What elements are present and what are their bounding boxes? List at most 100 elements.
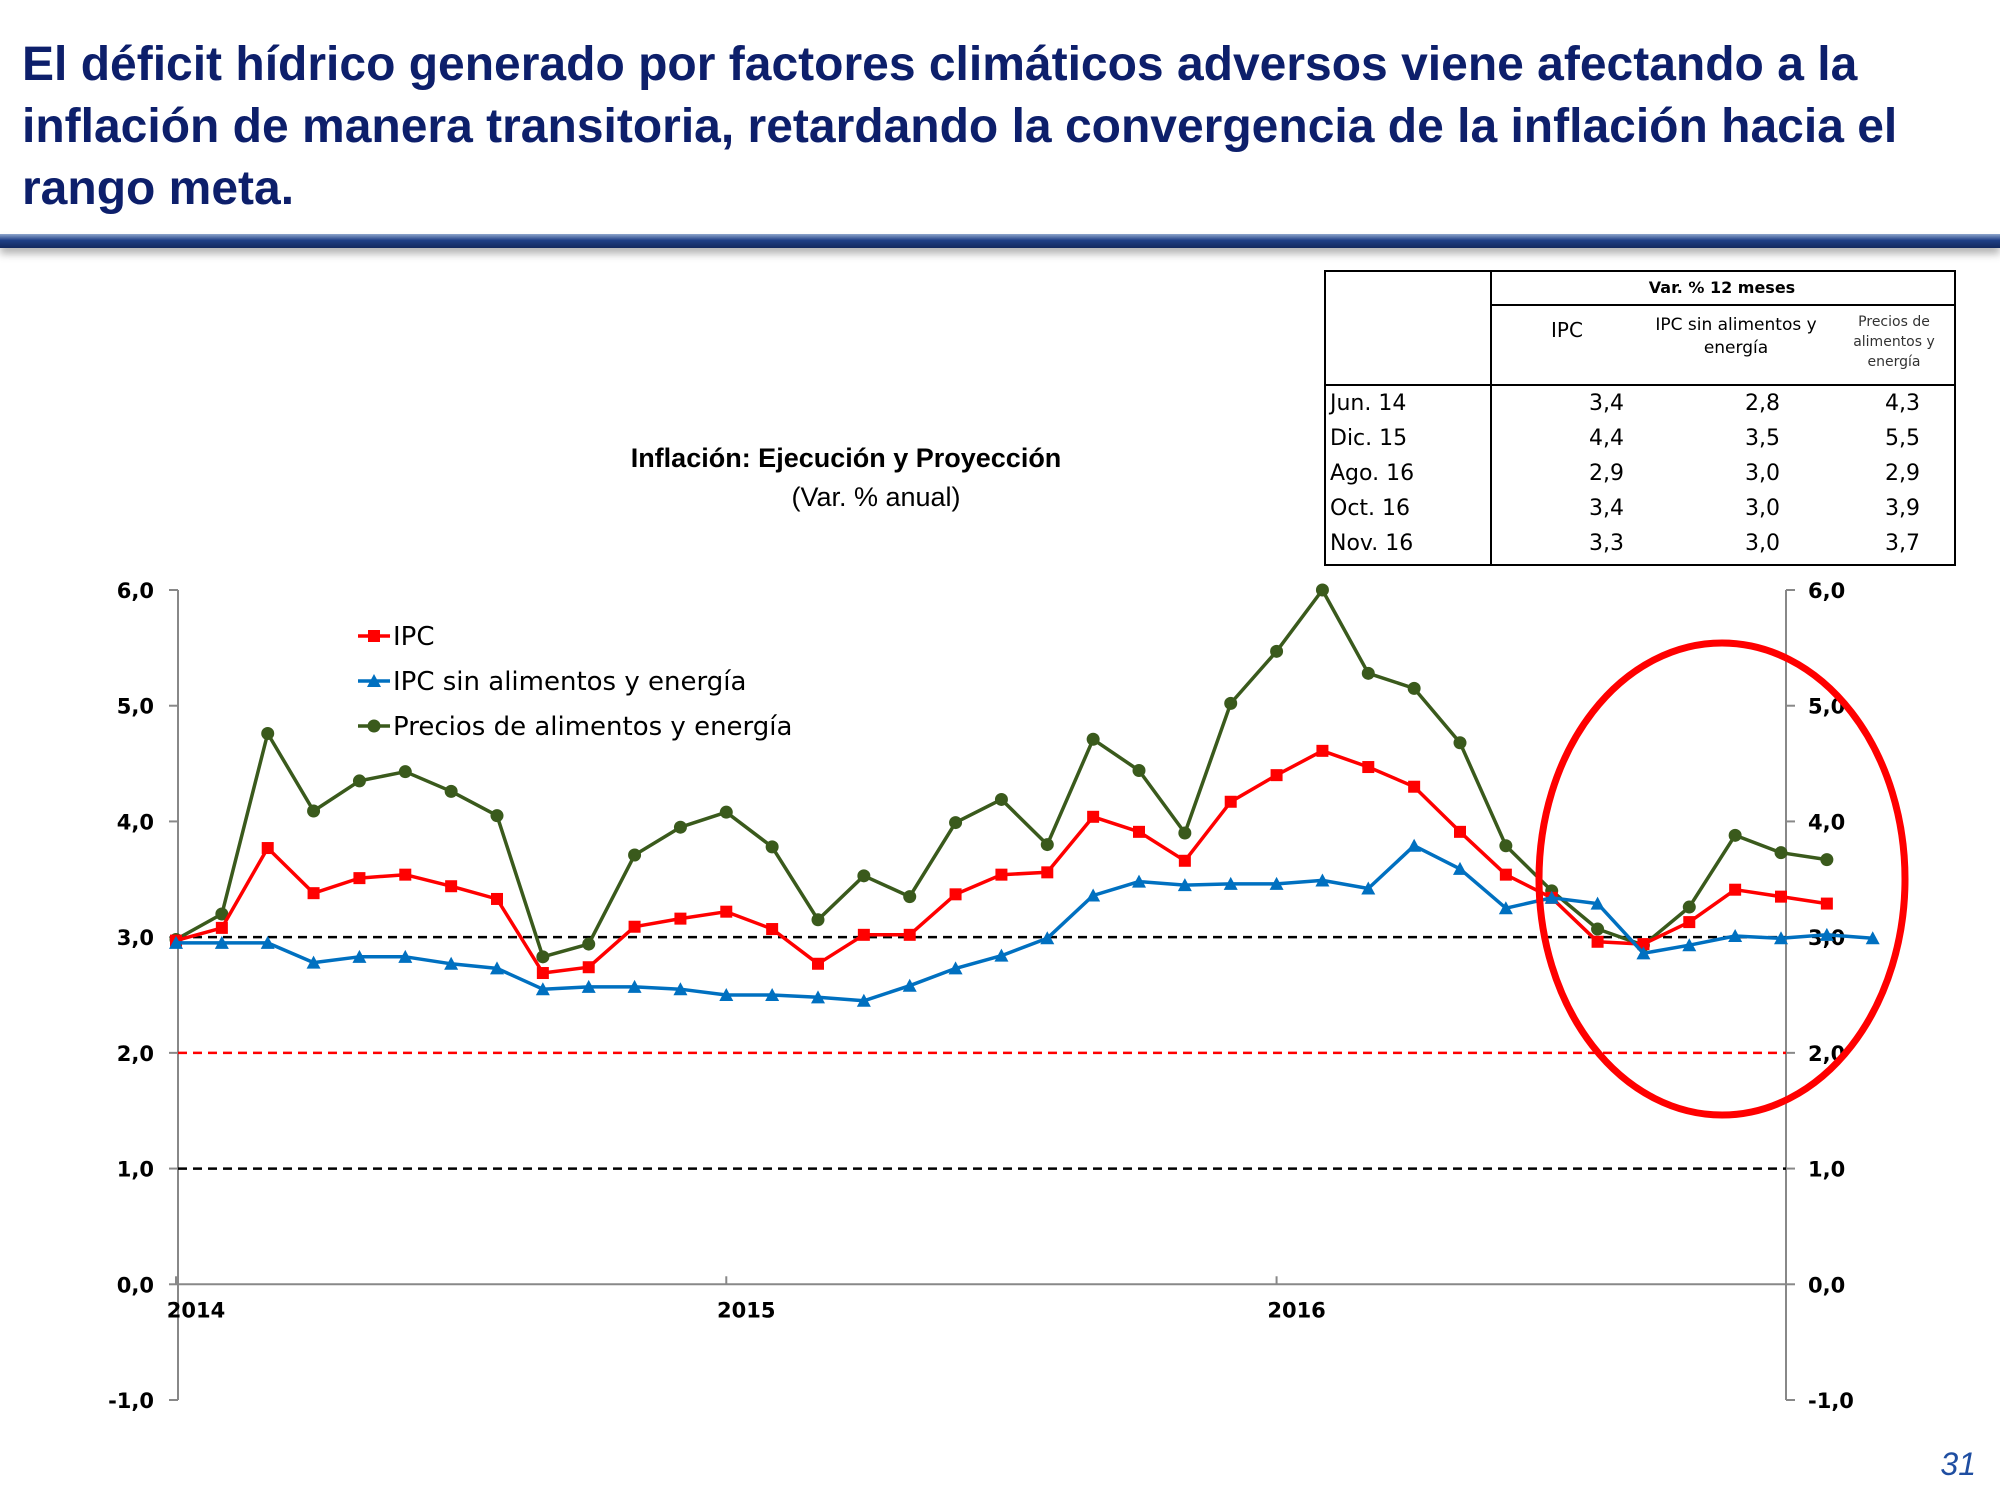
data-point: [856, 993, 871, 1007]
data-point: [719, 988, 734, 1001]
data-point: [1544, 890, 1559, 904]
data-point: [1454, 825, 1466, 838]
data-point: [581, 979, 596, 993]
data-point: [1086, 888, 1101, 902]
data-point: [994, 792, 1008, 806]
data-point: [1683, 916, 1696, 929]
x-tick-label: 2015: [717, 1298, 775, 1322]
table-row: Oct. 16 3,4 3,0 3,9: [1326, 491, 1954, 526]
data-point: [1499, 868, 1512, 881]
table-cell-core: 3,0: [1745, 461, 1780, 486]
data-point: [582, 937, 596, 951]
data-point: [673, 820, 687, 834]
data-point: [1132, 874, 1146, 888]
table-row-label: Dic. 15: [1330, 426, 1408, 451]
data-point: [628, 848, 642, 862]
data-point: [398, 765, 412, 779]
data-point: [1086, 732, 1100, 746]
data-point: [1591, 922, 1605, 936]
table-row: Dic. 15 4,4 3,5 5,5: [1326, 421, 1954, 456]
table-row-label: Oct. 16: [1330, 496, 1411, 521]
y-tick-label-left: 0,0: [117, 1273, 154, 1297]
data-point: [307, 887, 320, 900]
table-cell-ipc: 3,3: [1589, 531, 1624, 556]
data-point: [535, 982, 550, 996]
data-point: [903, 928, 916, 941]
data-point: [1133, 825, 1145, 838]
data-point: [1177, 878, 1192, 892]
data-point: [674, 912, 687, 925]
data-point: [1040, 838, 1054, 852]
y-tick-label-left: 6,0: [117, 579, 154, 603]
data-point: [720, 905, 733, 918]
table-cell-food: 3,7: [1885, 531, 1920, 556]
data-point: [1270, 644, 1284, 658]
data-point: [1820, 897, 1833, 910]
data-point: [1453, 736, 1467, 750]
table-col-ipc: IPC: [1551, 318, 1583, 342]
data-point: [536, 950, 550, 964]
table-cell-ipc: 3,4: [1589, 496, 1624, 521]
table-row-label: Ago. 16: [1330, 461, 1415, 486]
data-point: [1361, 666, 1375, 680]
table-col-core: IPC sin alimentos y energía: [1655, 315, 1817, 358]
data-point: [1408, 780, 1421, 793]
data-point: [352, 949, 367, 963]
data-point: [1636, 946, 1651, 960]
data-point: [857, 869, 871, 883]
table-cell-food: 5,5: [1885, 426, 1920, 451]
slide-title: El déficit hídrico generado por factores…: [22, 38, 1898, 215]
data-point: [903, 890, 917, 904]
data-point: [352, 774, 366, 788]
table-cell-food: 4,3: [1885, 391, 1920, 416]
data-point: [368, 630, 380, 642]
table-cell-ipc: 3,4: [1589, 391, 1624, 416]
table-vertical-rule: [1490, 272, 1492, 564]
data-point: [765, 988, 780, 1001]
data-point: [1682, 938, 1697, 952]
highlight-circle: [1535, 639, 1909, 1119]
data-point: [399, 868, 412, 881]
data-point: [1729, 883, 1742, 896]
data-point: [1087, 810, 1100, 823]
table-row-label: Jun. 14: [1330, 391, 1407, 416]
data-point: [1728, 828, 1742, 842]
table-row: Jun. 14 3,4 2,8 4,3: [1326, 386, 1954, 421]
data-point: [1591, 935, 1604, 948]
table-row: Nov. 16 3,3 3,0 3,7: [1326, 526, 1954, 561]
table-col-food: Precios de alimentos y energía: [1853, 314, 1935, 370]
data-point: [1270, 769, 1283, 782]
data-point: [1728, 928, 1743, 942]
table-row: Ago. 16 2,9 3,0 2,9: [1326, 456, 1954, 491]
x-tick-label: 2016: [1267, 1298, 1325, 1322]
data-point: [1315, 873, 1330, 887]
y-tick-label-right: 0,0: [1808, 1273, 1845, 1297]
y-tick-label-right: 6,0: [1808, 579, 1845, 603]
data-point: [766, 923, 779, 936]
table-cell-ipc: 2,9: [1589, 461, 1624, 486]
data-point: [1132, 764, 1146, 778]
table-cell-food: 3,9: [1885, 496, 1920, 521]
data-point: [627, 979, 642, 993]
data-point: [261, 726, 275, 740]
data-point: [1407, 838, 1422, 852]
legend-label: Precios de alimentos y energía: [393, 712, 792, 742]
data-point: [1178, 854, 1191, 867]
chart-title: Inflación: Ejecución y Proyección: [631, 443, 1062, 473]
y-tick-label-right: 4,0: [1808, 810, 1845, 834]
data-point: [1682, 900, 1696, 914]
y-tick-label-left: -1,0: [108, 1389, 154, 1413]
y-tick-label-right: 1,0: [1808, 1158, 1845, 1182]
data-point: [811, 913, 825, 927]
series-line: [176, 843, 1873, 1003]
data-point: [902, 978, 917, 992]
y-tick-label-right: -1,0: [1808, 1389, 1854, 1413]
data-point: [1315, 583, 1329, 597]
data-point: [949, 888, 962, 901]
data-point: [490, 961, 504, 975]
table-horizontal-rule: [1326, 384, 1954, 386]
data-point: [811, 990, 825, 1004]
y-tick-label-left: 3,0: [117, 926, 154, 950]
table-row-label: Nov. 16: [1330, 531, 1414, 556]
